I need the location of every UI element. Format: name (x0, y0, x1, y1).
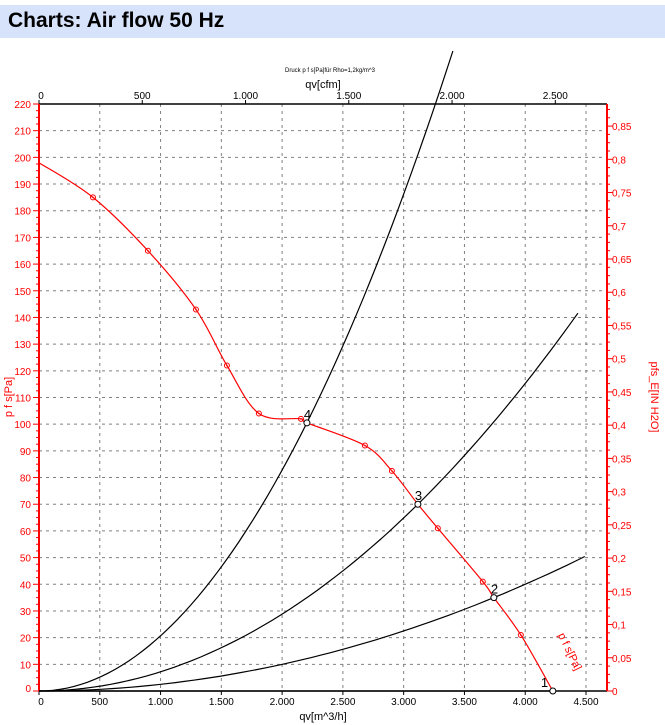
operating-point-label: 4 (304, 407, 311, 422)
fan-curve-marker-dot (258, 412, 260, 415)
x2-tick-label: 0 (38, 91, 44, 102)
fan-curve-marker-dot (195, 308, 197, 311)
x-tick-label: 3.000 (391, 697, 416, 708)
x2-tick-label: 2.500 (543, 91, 568, 102)
y-tick-label: 200 (14, 153, 31, 164)
y2-tick-label: 0,25 (612, 521, 632, 532)
fan-curve-marker (223, 362, 230, 369)
fan-curve-marker-dot (147, 249, 149, 252)
y-tick-label: 70 (20, 500, 32, 511)
fan-curve-marker (144, 247, 151, 254)
y-tick-label: 220 (14, 100, 31, 111)
fan-curve-marker (255, 410, 262, 417)
fan-curve-marker-dot (391, 470, 393, 472)
fan-curve-marker (192, 306, 199, 313)
x-tick-label: 2.000 (270, 697, 295, 708)
y-tick-label: 210 (14, 127, 31, 138)
y-tick-label: 40 (20, 580, 32, 591)
x-tick-label: 1.000 (148, 697, 173, 708)
x-tick-label: 4.500 (573, 697, 598, 708)
x2-tick-label: 500 (134, 91, 151, 102)
y-axis-label: p f s[Pa] (3, 377, 15, 417)
y2-tick-label: 0,35 (612, 454, 632, 465)
x-tick-label: 0 (38, 697, 44, 708)
operating-point-2 (490, 594, 498, 602)
y2-tick-label: 0,1 (612, 621, 626, 632)
y2-tick-label: 0,3 (612, 488, 626, 499)
fan-curve-marker (479, 578, 486, 585)
y2-tick-label: 0,2 (612, 554, 626, 565)
y2-tick-label: 0,05 (612, 654, 632, 665)
fan-curve-marker-dot (437, 527, 439, 530)
x-tick-label: 1.500 (209, 697, 234, 708)
fan-curve-marker-dot (364, 444, 366, 447)
fan-curve-marker (361, 442, 368, 449)
fan-curve-marker (388, 467, 395, 474)
y-tick-label: 120 (14, 367, 31, 378)
operating-point-4 (303, 419, 311, 427)
operating-point-label: 3 (415, 488, 422, 503)
x-axis-label: qv[m^3/h] (299, 711, 346, 723)
y2-tick-label: 0,8 (612, 155, 626, 166)
y2-tick-label: 0,5 (612, 355, 626, 366)
y-tick-label: 130 (14, 340, 31, 351)
system-curve-3 (38, 312, 579, 692)
system-curve-2 (39, 555, 586, 692)
y-tick-label: 10 (20, 660, 32, 671)
fan-curve-marker (297, 415, 304, 422)
operating-point-label: 1 (541, 675, 548, 690)
fan-curve-marker (517, 631, 524, 638)
x2-axis-label: qv[cfm] (305, 79, 340, 91)
y-tick-label: 80 (20, 474, 32, 485)
y-tick-label: 140 (14, 313, 31, 324)
x2-tick-label: 1.500 (336, 91, 361, 102)
x-tick-label: 3.500 (452, 697, 477, 708)
x-tick-label: 500 (91, 697, 108, 708)
fan-curve-marker (434, 525, 441, 532)
y-tick-label: 160 (14, 260, 31, 271)
x-tick-label: 2.500 (330, 697, 355, 708)
y2-tick-label: 0,55 (612, 321, 632, 332)
y-tick-label: 150 (14, 287, 31, 298)
y-tick-label: 20 (20, 634, 32, 645)
fan-curve-marker-dot (520, 634, 522, 636)
operating-point-1 (549, 687, 557, 695)
chart-title: Druck p f s[Pa]für Rho=1,2kg/m^3 (285, 68, 376, 74)
operating-point-label: 2 (491, 582, 498, 597)
y2-tick-label: 0,45 (612, 388, 632, 399)
fan-curve-marker-dot (226, 364, 228, 367)
page-title: Charts: Air flow 50 Hz (8, 9, 225, 32)
page-header: Charts: Air flow 50 Hz (0, 5, 665, 38)
operating-point-3 (414, 500, 422, 508)
y-tick-label: 110 (15, 394, 31, 405)
y2-tick-label: 0 (612, 687, 618, 698)
y-tick-label: 50 (20, 554, 32, 565)
y2-tick-label: 0,4 (612, 421, 626, 432)
y2-axis-label: pfs_E[IN H2O] (648, 362, 660, 433)
fan-curve-marker-dot (481, 580, 484, 583)
x2-tick-label: 1.000 (233, 91, 258, 102)
fan-curve-marker-dot (92, 196, 94, 199)
y-tick-label: 30 (20, 607, 32, 618)
y-tick-label: 0 (25, 684, 31, 695)
y2-tick-label: 0,7 (612, 222, 626, 233)
y2-tick-label: 0,15 (612, 587, 632, 598)
x-tick-label: 4.000 (513, 697, 538, 708)
y2-tick-label: 0,75 (612, 189, 632, 200)
fan-curve-marker (89, 194, 96, 201)
y2-tick-label: 0,65 (612, 255, 632, 266)
y2-tick-label: 0,85 (612, 122, 632, 133)
y2-tick-label: 0,6 (612, 288, 626, 299)
y-tick-label: 60 (20, 527, 32, 538)
y-tick-label: 90 (20, 447, 32, 458)
y-tick-label: 180 (14, 207, 31, 218)
y-tick-label: 170 (14, 233, 31, 244)
system-curve-4 (38, 50, 454, 692)
y-tick-label: 190 (14, 180, 31, 191)
fan-curve-marker-dot (300, 418, 302, 420)
fan-curve (38, 162, 554, 692)
y-tick-label: 100 (14, 420, 31, 431)
x2-tick-label: 2.000 (440, 91, 465, 102)
